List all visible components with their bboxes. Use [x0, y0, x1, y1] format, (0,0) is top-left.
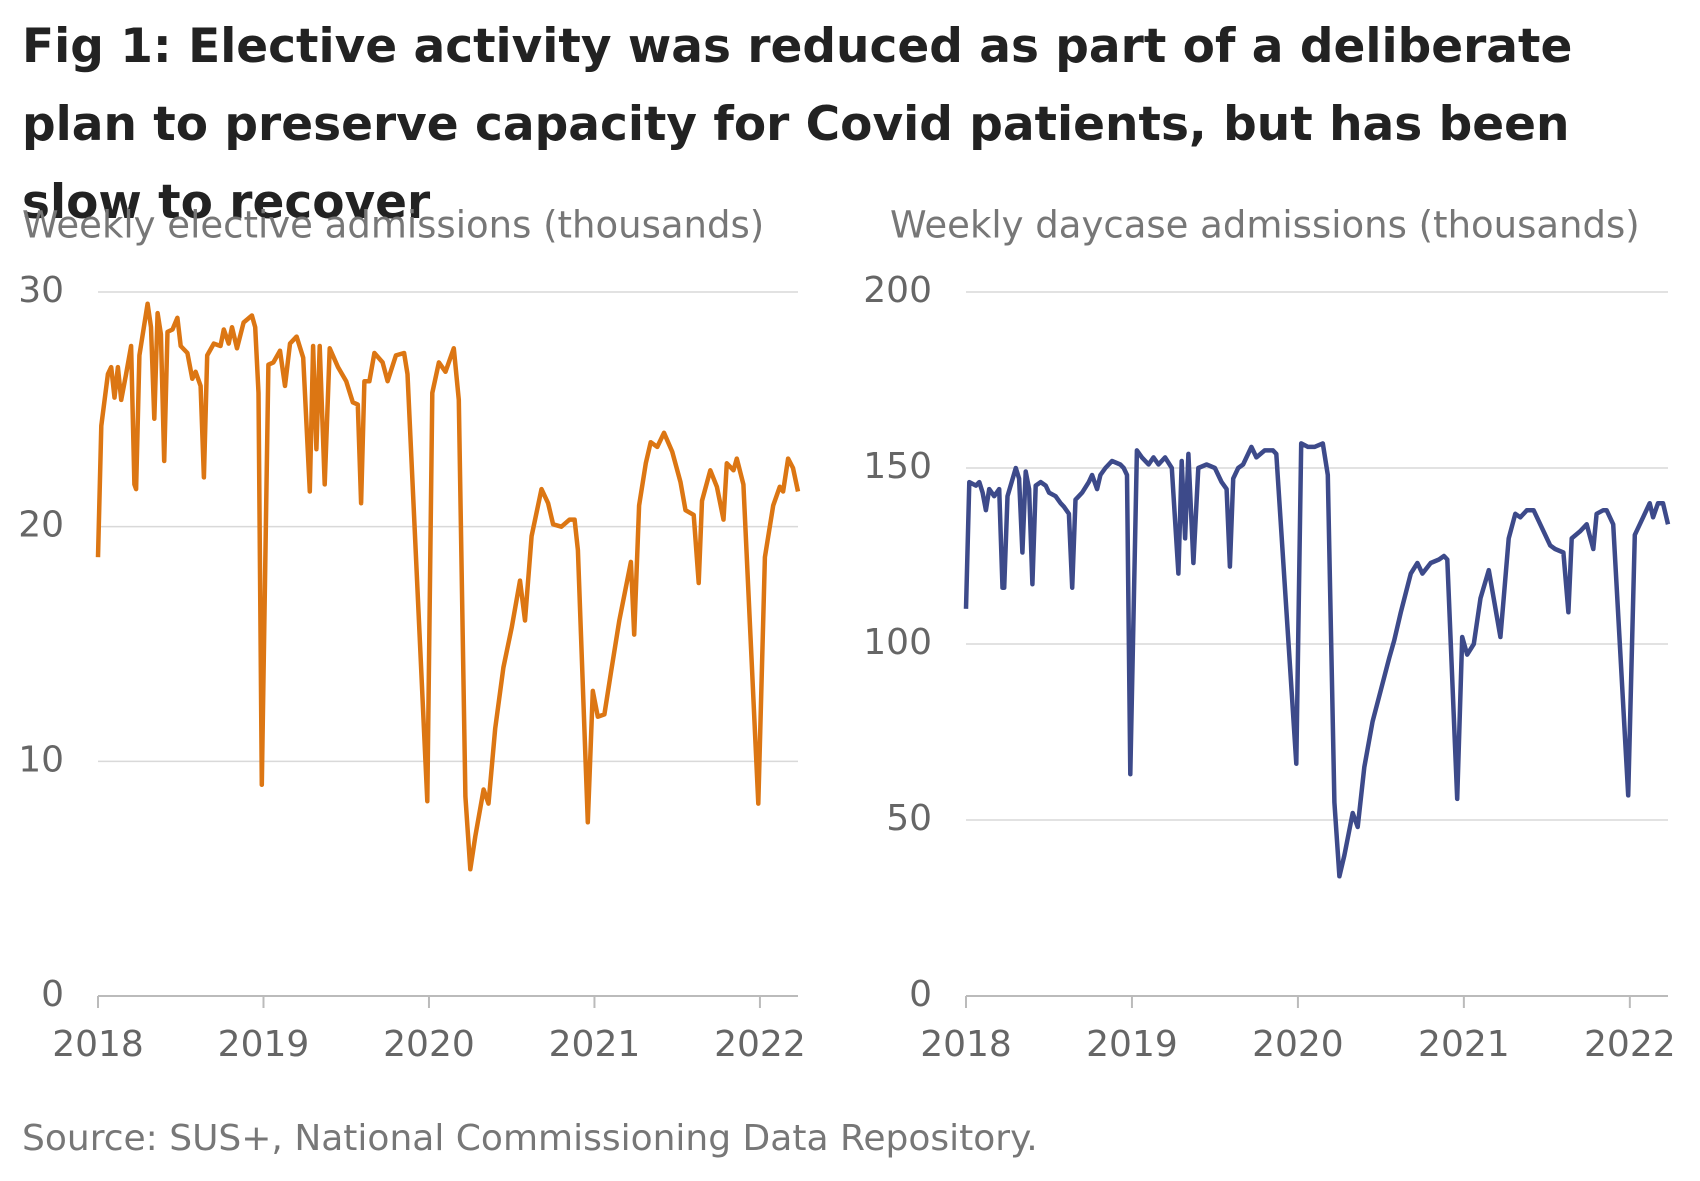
- y-tick-label: 20: [18, 505, 64, 546]
- x-tick-label: 2018: [920, 1024, 1012, 1065]
- y-tick-label: 100: [863, 622, 932, 663]
- y-tick-label: 30: [18, 270, 64, 311]
- data-line: [963, 441, 1671, 879]
- x-tick-label: 2018: [52, 1024, 144, 1065]
- x-tick-label: 2021: [1418, 1024, 1510, 1065]
- y-tick-label: 0: [909, 974, 932, 1015]
- x-tick-label: 2021: [549, 1024, 641, 1065]
- y-tick-label: 200: [863, 270, 932, 311]
- data-line: [95, 301, 801, 872]
- axis-title: Weekly elective admissions (thousands): [22, 204, 764, 247]
- figure-title: Fig 1: Elective activity was reduced as …: [22, 19, 1573, 230]
- source-note: Source: SUS+, National Commissioning Dat…: [22, 1118, 1038, 1159]
- x-tick-label: 2020: [383, 1024, 475, 1065]
- y-tick-label: 10: [18, 739, 64, 780]
- y-tick-label: 50: [886, 798, 932, 839]
- x-tick-label: 2019: [1086, 1024, 1178, 1065]
- axis-title: Weekly daycase admissions (thousands): [890, 204, 1640, 247]
- x-tick-label: 2022: [1584, 1024, 1676, 1065]
- y-tick-label: 150: [863, 446, 932, 487]
- y-tick-label: 0: [41, 974, 64, 1015]
- x-tick-label: 2020: [1252, 1024, 1344, 1065]
- x-tick-label: 2022: [714, 1024, 806, 1065]
- x-tick-label: 2019: [218, 1024, 310, 1065]
